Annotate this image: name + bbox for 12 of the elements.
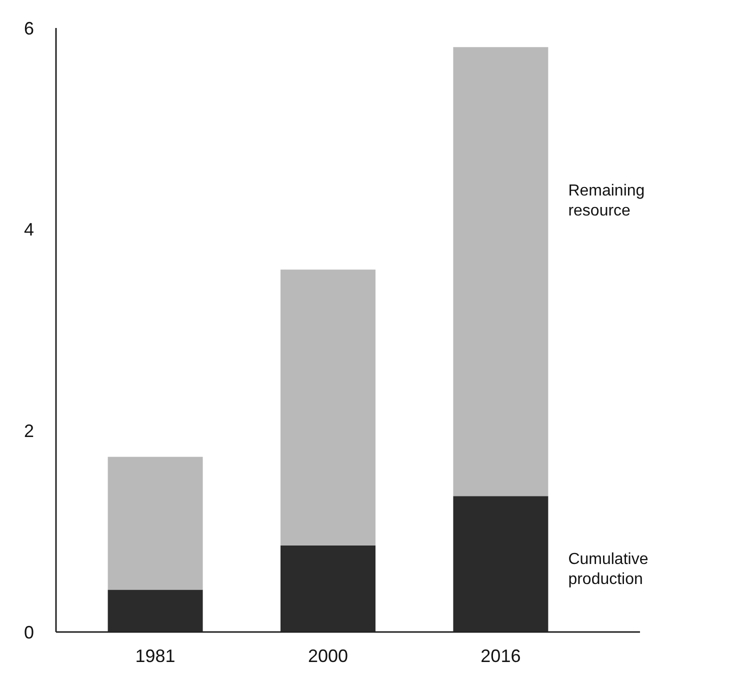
bar bbox=[453, 47, 548, 496]
bar bbox=[108, 456, 203, 590]
series-label: Remaining resource bbox=[568, 182, 645, 220]
x-tick-label: 2016 bbox=[480, 646, 521, 666]
x-tick-label: 2000 bbox=[308, 646, 348, 666]
series-label: Cumulative production bbox=[568, 551, 648, 588]
y-tick-label: 6 bbox=[24, 18, 34, 38]
y-tick-label: 4 bbox=[24, 220, 34, 240]
x-tick-label: 1981 bbox=[135, 646, 176, 666]
y-tick-label: 2 bbox=[24, 420, 34, 441]
bar bbox=[280, 270, 376, 546]
y-tick-label: 0 bbox=[24, 622, 34, 642]
